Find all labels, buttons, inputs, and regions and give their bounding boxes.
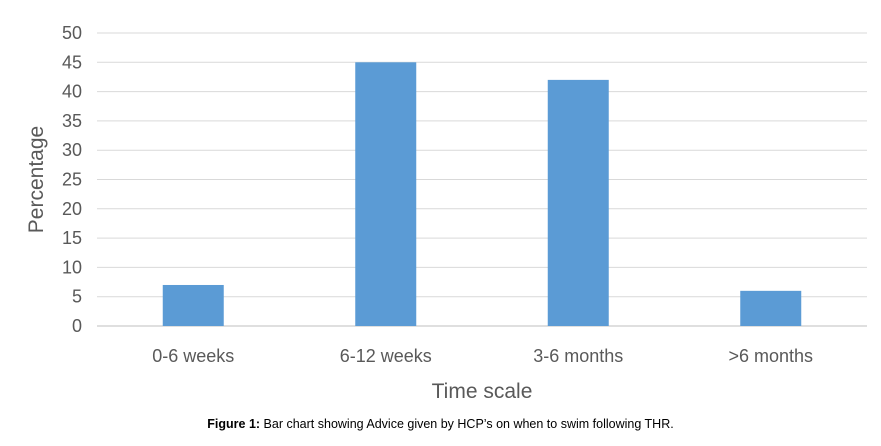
caption-text: Bar chart showing Advice given by HCP’s …	[260, 417, 674, 431]
bar	[355, 62, 417, 327]
y-tick-label: 25	[62, 170, 82, 190]
x-tick-label: 6-12 weeks	[340, 346, 432, 366]
x-tick-label: >6 months	[728, 346, 813, 366]
y-tick-label: 50	[62, 23, 82, 43]
x-tick-label: 3-6 months	[533, 346, 623, 366]
y-tick-label: 30	[62, 140, 82, 160]
y-axis-title: Percentage	[25, 126, 48, 233]
y-tick-label: 40	[62, 82, 82, 102]
bar	[547, 79, 609, 326]
y-tick-label: 45	[62, 52, 82, 72]
bar	[162, 284, 224, 326]
chart-svg: 0 5 10 15 20 25 30 35 40 45 50 0-6 weeks 6-12 weeks…	[25, 23, 867, 403]
caption-label: Figure 1:	[207, 417, 261, 431]
bar-chart: 0 5 10 15 20 25 30 35 40 45 50 0-6 weeks 6-12 weeks…	[25, 23, 867, 403]
bar	[740, 290, 802, 326]
y-tick-label: 0	[72, 316, 82, 336]
y-tick-labels: 0 5 10 15 20 25 30 35 40 45 50	[62, 23, 82, 336]
x-axis-title: Time scale	[432, 380, 533, 403]
figure-caption: Figure 1: Bar chart showing Advice given…	[0, 417, 881, 431]
x-tick-labels: 0-6 weeks 6-12 weeks 3-6 months >6 months	[152, 346, 813, 366]
y-tick-label: 10	[62, 257, 82, 277]
x-tick-label: 0-6 weeks	[152, 346, 234, 366]
bars	[162, 62, 802, 327]
gridlines	[97, 32, 867, 327]
y-tick-label: 20	[62, 199, 82, 219]
y-tick-label: 5	[72, 287, 82, 307]
y-tick-label: 35	[62, 111, 82, 131]
y-tick-label: 15	[62, 228, 82, 248]
